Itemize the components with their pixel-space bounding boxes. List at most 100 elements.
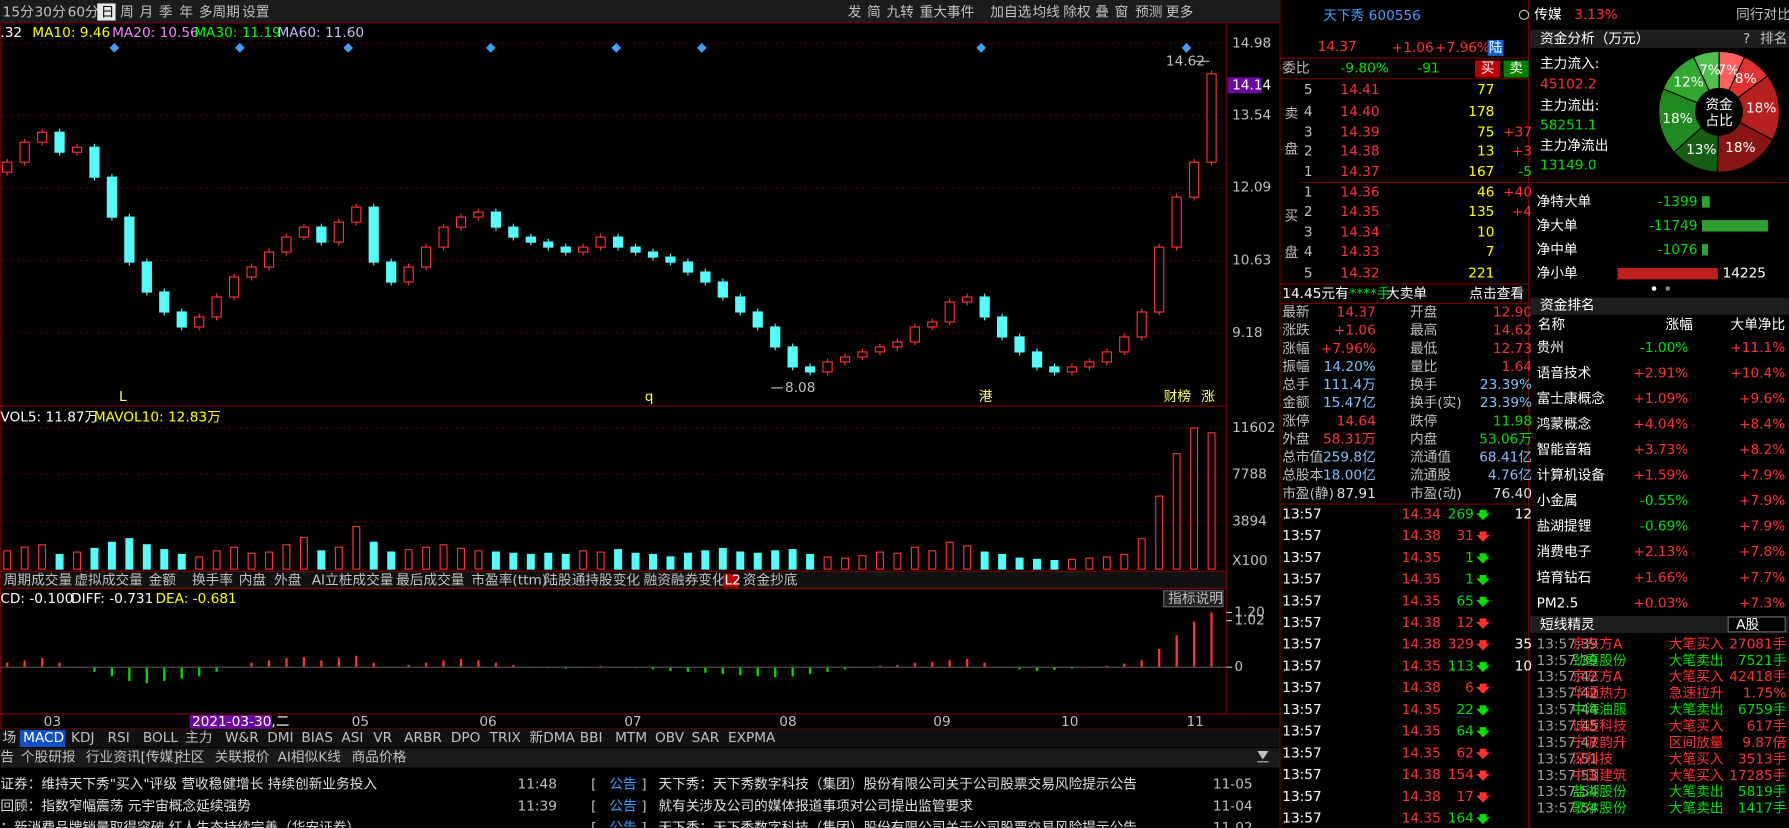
help[interactable]: ?	[1743, 31, 1750, 47]
section-title: 短线精灵	[1540, 617, 1595, 633]
tool-button[interactable]: 叠	[1095, 5, 1109, 21]
tool-button[interactable]: 发	[848, 5, 862, 21]
sector-row-name[interactable]: 贵州	[1537, 340, 1564, 356]
net-bar	[1617, 268, 1718, 280]
indicator-tab[interactable]: MTM	[615, 730, 647, 746]
period-tab[interactable]: 年	[179, 5, 193, 21]
volume-bar	[1207, 432, 1216, 570]
candle	[420, 246, 432, 268]
indicator-tab[interactable]: 换手率	[192, 572, 233, 589]
sector-row-name[interactable]: PM2.5	[1537, 595, 1579, 611]
sector-row-name[interactable]: 盐湖提锂	[1537, 519, 1592, 535]
news-tab[interactable]: 个股研报	[21, 749, 76, 765]
sector-row-name[interactable]: 语音技术	[1537, 364, 1592, 381]
trade-arrow	[1476, 813, 1490, 825]
indicator-tab[interactable]: MACD	[23, 730, 64, 746]
news-tab[interactable]: 行业资讯[传媒]	[86, 749, 179, 765]
tool-button[interactable]: 预测	[1135, 5, 1162, 21]
tool-button[interactable]: 简	[867, 4, 881, 21]
indicator-tab[interactable]: W&R	[225, 730, 259, 746]
tool-button[interactable]: 除权	[1063, 4, 1091, 21]
section-header	[1529, 297, 1789, 315]
news-tab[interactable]: 关联报价	[215, 749, 270, 765]
indicator-tab[interactable]: 资金抄底	[743, 573, 798, 589]
indicator-tab[interactable]: 外盘	[274, 572, 302, 589]
news-tab[interactable]: AI相似K线	[277, 749, 341, 765]
peer-compare[interactable]: 同行对比	[1736, 7, 1789, 23]
news-title[interactable]: ：新消费品牌销量取得突破 红人生态持续完善（华安证券）	[0, 819, 360, 828]
sprite-event: 大笔买入	[1669, 718, 1724, 734]
indicator-tab[interactable]: 市盈率(ttm)	[471, 572, 547, 589]
indicator-tab[interactable]: DMI	[267, 730, 293, 746]
indicator-tab[interactable]: 内盘	[239, 572, 267, 589]
sector-row-name[interactable]: 培育钻石	[1537, 570, 1592, 586]
tool-button[interactable]: 重大事件	[920, 5, 975, 21]
tool-button[interactable]: 加自选	[990, 5, 1031, 21]
tool-button[interactable]: 更多	[1166, 4, 1193, 21]
period-tab[interactable]: 日	[101, 5, 115, 21]
period-tab[interactable]: 周	[120, 5, 134, 21]
period-tab[interactable]: 月	[139, 5, 153, 21]
indicator-tab[interactable]: EXPMA	[728, 730, 776, 746]
news-tab[interactable]: 社区	[177, 749, 205, 765]
sector-row-name[interactable]: 消费电子	[1537, 544, 1592, 560]
indicator-tab[interactable]: DPO	[451, 730, 481, 746]
volume-bar	[90, 547, 99, 570]
indicator-tab[interactable]: 新DMA	[530, 730, 576, 746]
tool-button[interactable]: 均线	[1033, 5, 1061, 21]
period-tab[interactable]: 多周期	[199, 4, 240, 21]
sector-row-name[interactable]: 计算机设备	[1537, 467, 1606, 484]
news-title[interactable]: 就有关涉及公司的媒体报道事项对公司提出监管要求	[658, 798, 973, 814]
candle	[962, 296, 973, 303]
indicator-tab[interactable]: BIAS	[301, 730, 332, 746]
market[interactable]: A股	[1736, 617, 1759, 633]
indicator-tab[interactable]: VR	[373, 730, 392, 746]
rank-link[interactable]: 排名	[1760, 31, 1787, 47]
sector-row-name[interactable]: 鸿蒙概念	[1537, 415, 1592, 432]
news-title[interactable]: 证券：维持天下秀"买入"评级 营收稳健增长 持续创新业务投入	[0, 777, 377, 793]
period-tab[interactable]: 30分	[35, 5, 66, 21]
news-title[interactable]: 天下秀：天下秀数字科技（集团）股份有限公司关于公司股票交易风险提示公告	[658, 776, 1137, 793]
macd-help[interactable]: 指标说明	[1168, 591, 1223, 607]
indicator-tab[interactable]: 最后成交量	[396, 572, 465, 589]
indicator-tab[interactable]: SAR	[691, 730, 719, 746]
tool-button[interactable]: 九转	[887, 5, 915, 21]
sell-button[interactable]: 卖	[1509, 60, 1523, 76]
period-tab[interactable]: 设置	[242, 5, 269, 21]
sector-row-name[interactable]: 富士康概念	[1537, 390, 1606, 407]
big-order: 14.45元有	[1282, 286, 1348, 302]
big-order-link[interactable]: 点击查看	[1469, 286, 1524, 302]
period-tab[interactable]: 季	[159, 5, 173, 21]
sector-row-name[interactable]: 智能音箱	[1537, 441, 1592, 458]
indicator-tab[interactable]: 周期成交量	[4, 572, 73, 589]
news-title[interactable]: 回顾：指数窄幅震荡 元宇宙概念延续强势	[0, 797, 251, 814]
sector-row-name[interactable]: 小金属	[1537, 493, 1578, 509]
news-bracket: ]	[641, 820, 646, 828]
news-tab[interactable]: 告	[0, 749, 14, 765]
indicator-tab[interactable]: 金额	[149, 573, 177, 589]
period-tab[interactable]: 60分	[68, 5, 99, 21]
indicator-tab[interactable]: 虚拟成交量	[74, 572, 143, 589]
indicator-tab[interactable]: BOLL	[143, 730, 179, 746]
chart-marker: L	[119, 389, 127, 405]
indicator-tab[interactable]: ARBR	[404, 730, 442, 746]
indicator-tab[interactable]: RSI	[108, 730, 130, 746]
sprite-time: 13:57:44	[1537, 702, 1598, 718]
indicator-tab[interactable]: OBV	[655, 730, 685, 746]
indicator-tab[interactable]: AI立桩成交量	[312, 572, 394, 589]
indicator-tab[interactable]: 陆股通持股变化	[544, 573, 640, 589]
stat-label: 总股本	[1282, 468, 1323, 484]
indicator-tab[interactable]: KDJ	[71, 730, 95, 746]
indicator-tab[interactable]: TRIX	[489, 730, 521, 746]
tool-button[interactable]: 窗	[1115, 4, 1129, 21]
indicator-tab[interactable]: ASI	[341, 730, 363, 746]
period-tab[interactable]: 15分	[3, 5, 34, 21]
buy-button[interactable]: 买	[1481, 60, 1495, 76]
indicator-tab[interactable]: 场	[3, 730, 17, 746]
news-tab[interactable]: 商品价格	[352, 749, 407, 765]
indicator-tab[interactable]: 融资融券变化	[644, 573, 726, 589]
news-title[interactable]: 天下秀：天下秀数字科技（集团）股份有限公司关于公司股票交易风险提示公告	[658, 819, 1137, 828]
indicator-tab[interactable]: 主力	[185, 730, 212, 746]
indicator-tab[interactable]: BBI	[580, 730, 603, 746]
